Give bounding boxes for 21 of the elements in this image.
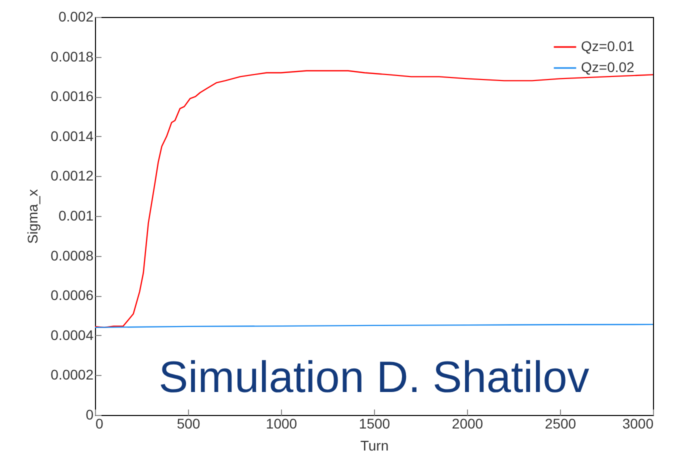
y-tick-label: 0.0004	[50, 326, 94, 343]
y-tick-label: 0.0012	[50, 168, 94, 184]
y-tick-label: 0.0002	[50, 366, 94, 383]
y-tick-label: 0.0014	[50, 128, 94, 144]
y-tick-label: 0.0016	[50, 88, 94, 104]
y-tick-label: 0.0008	[50, 247, 94, 264]
y-tick-label: 0.0006	[50, 287, 94, 304]
x-tick-label: 500	[176, 416, 200, 432]
legend-label: Qz=0.02	[581, 59, 635, 75]
x-tick-label: 1500	[358, 416, 390, 432]
x-tick-label: 2000	[452, 416, 484, 432]
annotation: Simulation D. Shatilov	[158, 353, 590, 402]
x-axis-title: Turn	[360, 438, 389, 454]
x-tick-label: 2500	[544, 416, 576, 432]
x-tick-label: 1000	[266, 416, 298, 432]
y-tick-label: 0.001	[58, 208, 94, 224]
legend-label: Qz=0.01	[581, 38, 635, 54]
y-axis-title: Sigma_x	[24, 189, 41, 244]
y-tick-label: 0.0018	[50, 48, 94, 64]
x-tick-label: 3000	[622, 416, 654, 432]
y-tick-label: 0.002	[58, 8, 94, 24]
